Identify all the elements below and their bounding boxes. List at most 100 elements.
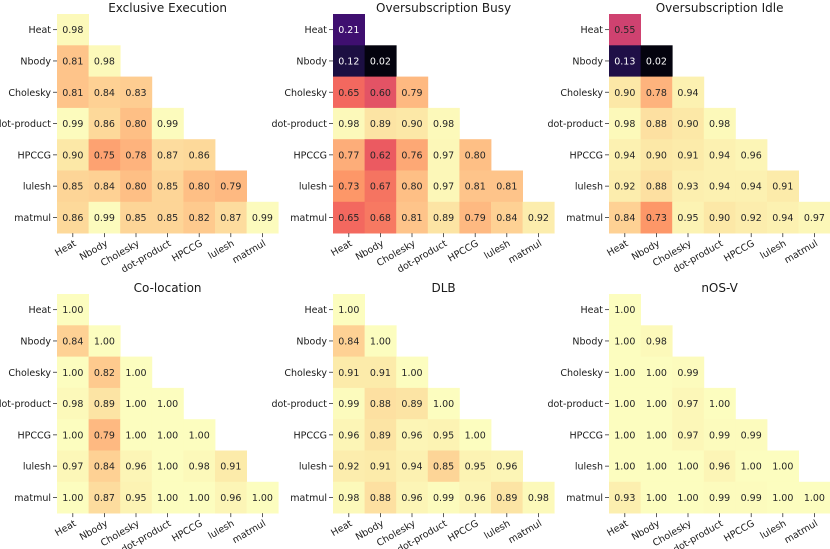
cell-value-label: 1.00 xyxy=(157,462,178,473)
heatmap-cell xyxy=(246,201,279,234)
heatmap-cell xyxy=(88,356,121,389)
heatmap-cell xyxy=(672,76,705,109)
x-tick-label: matmul xyxy=(783,238,820,266)
heatmap-cell xyxy=(798,201,830,234)
cell-value-label: 1.00 xyxy=(772,462,793,473)
heatmap-cell xyxy=(735,419,768,451)
heatmap-panel-3: Oversubscription Idle 0.55 0.13 0.02 0.90 0.7… xyxy=(547,1,830,275)
heatmap-cell xyxy=(522,481,555,514)
cell-value-label: 0.81 xyxy=(496,182,517,193)
cell-value-label: 0.87 xyxy=(94,493,115,504)
cell-value-label: 1.00 xyxy=(338,305,359,316)
cell-value-label: 0.55 xyxy=(614,25,635,36)
cell-value-label: 1.00 xyxy=(189,430,210,441)
heatmap-cell xyxy=(183,481,216,514)
panel-title: DLB xyxy=(432,281,456,295)
cell-value-label: 0.88 xyxy=(646,119,667,130)
cell-value-label: 1.00 xyxy=(646,399,667,410)
cell-value-label: 0.91 xyxy=(370,368,391,379)
heatmap-cell xyxy=(183,450,216,483)
heatmap-cell xyxy=(183,419,216,451)
heatmap-cell xyxy=(427,201,460,234)
cell-value-label: 1.00 xyxy=(94,336,115,347)
heatmap-cell xyxy=(333,450,365,483)
cell-value-label: 0.82 xyxy=(94,368,115,379)
heatmap-cell xyxy=(88,419,121,451)
y-tick-label: lulesh xyxy=(299,182,327,193)
cell-value-label: 1.00 xyxy=(62,493,83,504)
heatmap-panel-6: nOS-V 1.00 1.00 0.98 1.00 1.00 0.99 1.00 1.00 0.9… xyxy=(547,281,830,549)
heatmap-cell xyxy=(640,450,673,483)
heatmap-cell xyxy=(364,325,397,357)
cell-value-label: 0.95 xyxy=(125,493,146,504)
heatmap-cell xyxy=(333,387,365,420)
y-tick-label: Heat xyxy=(580,305,603,316)
y-tick-label: dot-product xyxy=(271,119,327,130)
cell-value-label: 1.00 xyxy=(125,430,146,441)
heatmap-cell xyxy=(640,170,673,203)
cell-value-label: 0.87 xyxy=(157,150,178,161)
cell-value-label: 0.84 xyxy=(496,213,517,224)
x-tick-label: matmul xyxy=(231,518,268,546)
heatmap-cell xyxy=(427,170,460,203)
y-tick-label: Nbody xyxy=(572,56,603,67)
cell-value-label: 0.88 xyxy=(370,493,391,504)
y-tick-label: matmul xyxy=(14,493,51,504)
heatmap-cell xyxy=(640,325,673,357)
heatmap-cell xyxy=(459,139,492,171)
heatmap-cell xyxy=(703,387,736,420)
heatmap-cell xyxy=(459,201,492,234)
x-tick-label: matmul xyxy=(783,518,820,546)
heatmap-cell xyxy=(88,481,121,514)
cell-value-label: 0.85 xyxy=(157,213,178,224)
cell-value-label: 1.00 xyxy=(614,305,635,316)
cell-value-label: 0.98 xyxy=(646,336,667,347)
heatmap-cell xyxy=(183,139,216,171)
heatmap-cell xyxy=(120,76,153,109)
cell-value-label: 0.91 xyxy=(370,462,391,473)
heatmap-cell xyxy=(364,107,397,140)
y-tick-label: lulesh xyxy=(575,182,603,193)
y-tick-label: dot-product xyxy=(547,119,603,130)
cell-value-label: 0.65 xyxy=(338,213,359,224)
y-tick-label: Cholesky xyxy=(560,368,603,379)
y-tick-label: Nbody xyxy=(20,336,51,347)
cell-value-label: 0.99 xyxy=(709,493,730,504)
cell-value-label: 0.90 xyxy=(62,150,83,161)
y-tick-label: Cholesky xyxy=(560,88,603,99)
heatmap-cell xyxy=(88,325,121,357)
cell-value-label: 0.97 xyxy=(433,182,454,193)
cell-value-label: 0.91 xyxy=(338,368,359,379)
cell-value-label: 0.02 xyxy=(646,56,667,67)
heatmap-cell xyxy=(427,450,460,483)
heatmap-cell xyxy=(57,76,89,109)
cell-value-label: 1.00 xyxy=(677,493,698,504)
cell-value-label: 0.85 xyxy=(157,182,178,193)
y-tick-label: HPCCG xyxy=(17,150,51,161)
panel-title: nOS-V xyxy=(701,281,738,295)
cell-value-label: 0.94 xyxy=(741,182,762,193)
cell-value-label: 0.86 xyxy=(94,119,115,130)
cell-value-label: 0.97 xyxy=(677,399,698,410)
cell-value-label: 0.92 xyxy=(741,213,762,224)
heatmap-cell xyxy=(151,201,184,234)
heatmap-cell xyxy=(120,481,153,514)
cell-value-label: 0.12 xyxy=(338,56,359,67)
heatmap-cell xyxy=(120,419,153,451)
cell-value-label: 1.00 xyxy=(125,399,146,410)
heatmap-cell xyxy=(151,419,184,451)
heatmap-cell xyxy=(151,450,184,483)
cell-value-label: 0.86 xyxy=(62,213,83,224)
heatmap-cell xyxy=(215,201,247,234)
cell-value-label: 0.99 xyxy=(709,430,730,441)
cell-value-label: 0.98 xyxy=(528,493,549,504)
y-tick-label: Cholesky xyxy=(8,368,51,379)
y-tick-label: Heat xyxy=(304,305,327,316)
cell-value-label: 0.80 xyxy=(125,119,146,130)
x-tick-label: HPCCG xyxy=(170,518,205,544)
cell-value-label: 1.00 xyxy=(370,336,391,347)
cell-value-label: 0.96 xyxy=(709,462,730,473)
cell-value-label: 0.93 xyxy=(677,182,698,193)
y-tick-label: HPCCG xyxy=(569,150,603,161)
cell-value-label: 0.98 xyxy=(338,493,359,504)
